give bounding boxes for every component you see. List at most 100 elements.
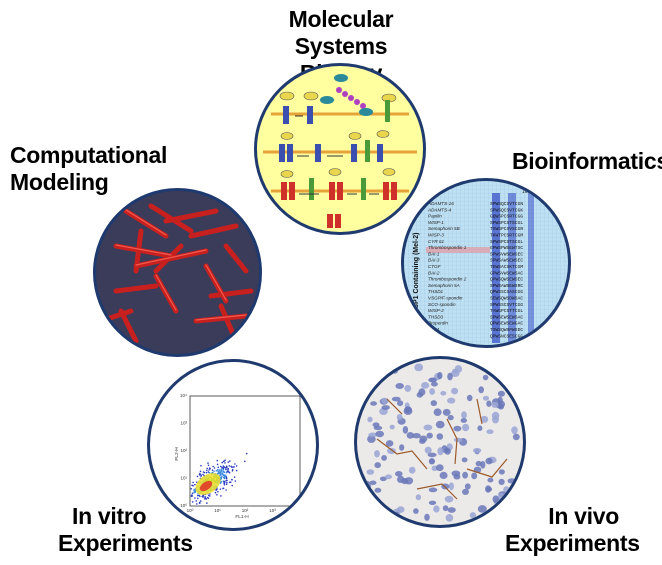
flow-event-dot xyxy=(228,465,230,467)
sequence-row: QPWSEWSEWGAC xyxy=(490,321,523,327)
cell-nucleus xyxy=(511,426,518,435)
computational-modeling-label: Computational Modeling xyxy=(10,142,167,196)
cell-nucleus xyxy=(366,469,375,475)
cell-nucleus xyxy=(512,433,520,441)
cell-nucleus xyxy=(472,448,482,453)
cell-nucleus xyxy=(482,395,490,401)
cell-nucleus xyxy=(464,483,471,490)
flow-event-dot xyxy=(194,497,196,499)
flow-event-dot xyxy=(220,476,222,479)
cell-nucleus xyxy=(381,455,387,461)
flow-event-dot xyxy=(205,498,208,500)
cell-nucleus xyxy=(362,375,369,382)
y-tick-label: 10⁴ xyxy=(180,393,187,398)
flow-event-dot xyxy=(222,474,225,477)
cell-nucleus xyxy=(475,460,482,467)
cell-nucleus xyxy=(492,416,499,424)
flow-event-dot xyxy=(193,489,195,492)
flow-event-dot xyxy=(219,488,222,490)
flow-event-dot xyxy=(204,496,206,498)
flow-event-dot xyxy=(223,460,225,463)
protein-name: C6 xyxy=(428,333,434,338)
cell-nucleus xyxy=(426,432,433,439)
flow-event-dot xyxy=(193,491,196,494)
flow-event-dot xyxy=(211,469,214,471)
cell-nucleus xyxy=(361,502,367,509)
protein-name: ADAMTS-16 xyxy=(427,201,454,206)
cell-nucleus xyxy=(429,388,435,395)
cell-nucleus xyxy=(415,494,422,501)
cell-nucleus xyxy=(413,508,419,514)
cell-nucleus xyxy=(385,474,392,480)
protein-name: Semaphorin 5B xyxy=(428,226,460,231)
cell-nucleus xyxy=(477,425,483,431)
sequence-row: GQWSPCSRTCGG xyxy=(490,214,523,220)
protein-name: Semaphorin 5A xyxy=(428,283,460,288)
flow-event-dot xyxy=(219,471,221,474)
cell-nucleus xyxy=(489,513,496,519)
flow-event-dot xyxy=(228,471,230,473)
sequence-list: SPWSQCSVTCGNSPWSQCSVTCGKGQWSPCSRTCGGSPWS… xyxy=(490,201,523,339)
cell-nucleus xyxy=(381,405,390,410)
cell-nucleus xyxy=(498,492,505,500)
sequence-row: TSWSQWSPWSDC xyxy=(490,327,523,333)
cell-nucleus xyxy=(447,372,453,381)
cell-nucleus xyxy=(366,385,375,391)
cell-nucleus xyxy=(450,370,460,377)
cell-nucleus xyxy=(447,507,456,513)
cell-nucleus xyxy=(486,400,492,407)
flow-event-dot xyxy=(223,466,226,468)
flow-event-dot xyxy=(234,463,236,465)
sequence-row: TSWSPCSVSCGR xyxy=(490,226,523,232)
flow-event-dot xyxy=(207,462,209,464)
protein-name: VSGP/F-spondin xyxy=(428,296,463,301)
cell-nucleus xyxy=(396,506,405,513)
flow-event-dot xyxy=(225,476,228,479)
cell-nucleus xyxy=(435,420,445,429)
cell-nucleus xyxy=(486,429,494,434)
bioinformatics-label: Bioinformatics xyxy=(512,148,662,174)
cell-nucleus xyxy=(369,480,377,486)
cell-nucleus xyxy=(370,494,377,500)
x-tick-label: 10⁴ xyxy=(297,508,304,513)
invitro-label-line2: Experiments xyxy=(58,530,193,556)
vessel-stains xyxy=(376,398,508,500)
protein-name: Thrombospondin 1 xyxy=(428,245,467,250)
cell-nucleus xyxy=(428,458,435,465)
flow-event-dot xyxy=(196,503,198,505)
cell-nucleus xyxy=(497,390,505,397)
sequence-row: SPWSSCSVTCGG xyxy=(490,302,523,308)
cell-nucleus xyxy=(482,374,489,381)
flow-event-dot xyxy=(213,467,216,469)
cell-nucleus xyxy=(480,515,488,522)
sequence-row: SPWSAWSEWSEC xyxy=(490,258,523,264)
cell-nucleus xyxy=(375,430,384,438)
y-tick-label: 10⁰ xyxy=(180,503,187,508)
cell-nucleus xyxy=(387,447,396,455)
cell-nucleus xyxy=(404,406,412,413)
molecular-systems-biology-circle xyxy=(254,63,426,235)
computational-label-line1: Computational xyxy=(10,142,168,168)
cell-nucleus xyxy=(485,457,493,465)
flow-event-dot xyxy=(231,479,233,481)
flow-event-dot xyxy=(199,472,201,475)
flow-event-dot xyxy=(215,489,217,491)
cell-nucleus xyxy=(428,500,437,505)
cell-nucleus xyxy=(389,424,395,430)
flow-event-dot xyxy=(211,471,213,474)
flow-event-dot xyxy=(225,466,228,469)
cell-nucleus xyxy=(453,437,463,443)
flow-event-dot xyxy=(198,474,201,476)
cell-nucleus xyxy=(408,466,416,474)
cell-nucleus xyxy=(424,446,432,454)
sequence-row: TAWGPCSTTCGL xyxy=(490,308,523,314)
cell-nucleus xyxy=(433,408,442,416)
cell-nucleus xyxy=(491,401,499,408)
cell-nucleus xyxy=(497,504,505,510)
flow-event-dot xyxy=(222,467,224,469)
cell-nucleus xyxy=(480,415,489,423)
cell-nucleus xyxy=(362,391,370,398)
cell-nucleus xyxy=(493,362,501,370)
flow-event-dot xyxy=(222,487,224,490)
flow-event-dot xyxy=(212,465,214,468)
